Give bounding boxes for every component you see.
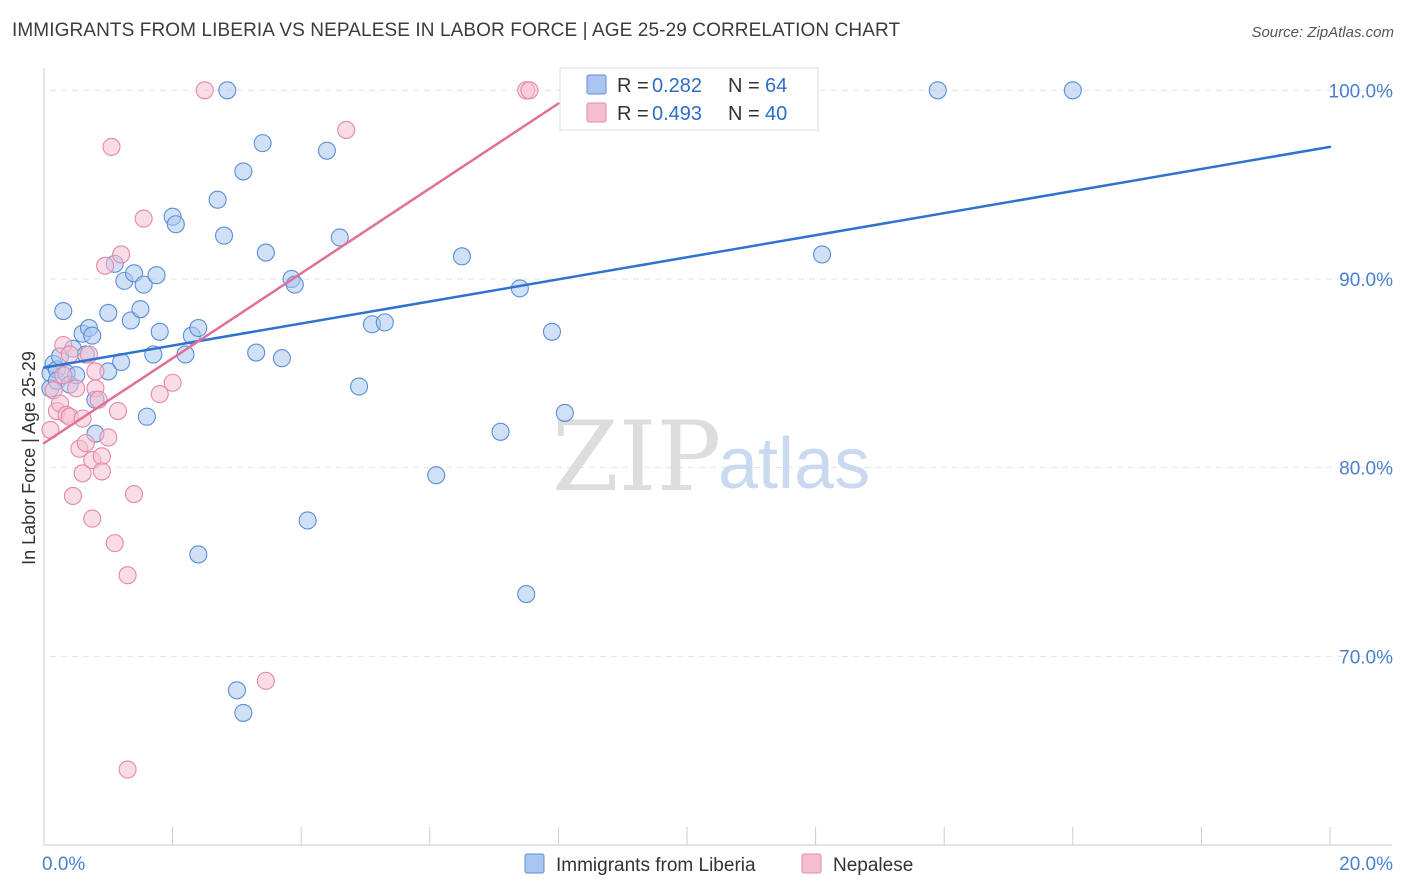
y-axis-label: In Labor Force | Age 25-29 xyxy=(19,351,39,565)
liberia-point xyxy=(256,243,275,262)
nepalese-point xyxy=(108,401,127,421)
nepalese-point xyxy=(118,566,137,585)
legend-r-value-nepalese: 0.493 xyxy=(652,103,702,125)
liberia-point xyxy=(189,545,208,564)
nepalese-point xyxy=(256,671,275,690)
liberia-point xyxy=(272,349,291,368)
x-tick-label: 20.0% xyxy=(1339,854,1393,875)
watermark-atlas: atlas xyxy=(718,424,870,504)
legend-n-value-liberia: 64 xyxy=(765,75,787,97)
liberia-point xyxy=(812,245,832,264)
liberia-point xyxy=(134,275,153,294)
liberia-trend-line xyxy=(42,145,1332,369)
liberia-point xyxy=(517,585,536,604)
legend-n-label-liberia: N = xyxy=(728,75,760,97)
legend-n-value-nepalese: 40 xyxy=(765,103,787,125)
nepalese-point xyxy=(86,362,105,381)
nepalese-point xyxy=(112,245,131,264)
legend-r-label-liberia: R = xyxy=(617,75,649,97)
nepalese-point xyxy=(76,434,95,453)
nepalese-trend-line xyxy=(42,102,560,445)
liberia-point xyxy=(137,407,156,426)
bottom-legend-swatch-liberia xyxy=(524,853,545,874)
nepalese-point xyxy=(63,486,82,506)
nepalese-point xyxy=(99,428,118,447)
liberia-point xyxy=(208,190,227,209)
watermark: ZIP atlas xyxy=(552,401,870,513)
y-tick-label: 100.0% xyxy=(1329,81,1394,102)
y-tick-label: 90.0% xyxy=(1339,270,1393,291)
nepalese-point xyxy=(150,385,169,404)
nepalese-point xyxy=(124,485,144,504)
legend-swatch-nepalese xyxy=(586,102,607,123)
nepalese-point xyxy=(96,256,115,275)
nepalese-point xyxy=(163,373,182,392)
liberia-point xyxy=(150,322,169,341)
liberia-point xyxy=(375,313,394,332)
bottom-legend-liberia: Immigrants from Liberia xyxy=(556,855,756,876)
liberia-point xyxy=(1063,81,1082,100)
nepalese-point xyxy=(337,120,356,139)
y-tick-label: 70.0% xyxy=(1339,647,1393,668)
y-tick-label: 80.0% xyxy=(1339,459,1393,480)
nepalese-point xyxy=(520,81,539,100)
liberia-point xyxy=(253,134,272,153)
liberia-point xyxy=(330,228,349,247)
chart-title: IMMIGRANTS FROM LIBERIA VS NEPALESE IN L… xyxy=(12,20,901,41)
legend-swatch-liberia xyxy=(586,74,607,95)
liberia-point xyxy=(131,300,150,319)
liberia-point xyxy=(555,403,574,422)
legend-r-value-liberia: 0.282 xyxy=(652,75,702,97)
nepalese-point xyxy=(92,462,111,481)
liberia-point xyxy=(247,343,266,362)
series-legend: Immigrants from Liberia Nepalese xyxy=(524,853,913,876)
liberia-point xyxy=(214,226,234,245)
nepalese-point xyxy=(73,464,92,483)
liberia-point xyxy=(491,422,510,441)
liberia-point xyxy=(234,703,253,722)
liberia-point xyxy=(298,511,317,530)
liberia-point xyxy=(83,326,102,345)
nepalese-point xyxy=(83,509,102,528)
nepalese-points xyxy=(41,81,539,779)
liberia-point xyxy=(350,377,369,396)
trend-lines xyxy=(42,102,1332,445)
nepalese-point xyxy=(102,137,121,156)
tick-labels: 100.0% 90.0% 80.0% 70.0% 0.0% 20.0% xyxy=(42,81,1393,875)
liberia-point xyxy=(227,681,246,700)
source-label: Source: ZipAtlas.com xyxy=(1251,24,1394,41)
liberia-point xyxy=(189,318,208,338)
legend-r-label-nepalese: R = xyxy=(617,103,649,125)
nepalese-point xyxy=(67,379,86,398)
liberia-point xyxy=(234,162,253,181)
liberia-point xyxy=(166,215,185,234)
watermark-zip: ZIP xyxy=(552,401,721,513)
liberia-point xyxy=(317,141,336,160)
liberia-point xyxy=(99,303,118,322)
nepalese-point xyxy=(54,366,73,385)
nepalese-point xyxy=(105,534,124,553)
nepalese-point xyxy=(118,760,137,779)
axes xyxy=(43,68,1392,846)
liberia-point xyxy=(452,247,472,266)
nepalese-point xyxy=(134,209,153,228)
liberia-point xyxy=(147,266,166,285)
bottom-legend-nepalese: Nepalese xyxy=(833,855,913,876)
liberia-point xyxy=(427,466,446,485)
nepalese-point xyxy=(195,81,214,100)
nepalese-point xyxy=(60,345,79,364)
legend-n-label-nepalese: N = xyxy=(728,103,760,125)
nepalese-point xyxy=(92,447,111,466)
x-tick-label: 0.0% xyxy=(42,854,85,875)
bottom-legend-swatch-nepalese xyxy=(801,853,822,874)
liberia-point xyxy=(542,322,562,341)
correlation-legend: R = 0.282 N = 64 R = 0.493 N = 40 xyxy=(559,67,819,131)
liberia-point xyxy=(218,81,237,100)
liberia-point xyxy=(54,302,73,321)
liberia-point xyxy=(928,81,947,100)
liberia-point xyxy=(510,279,529,298)
